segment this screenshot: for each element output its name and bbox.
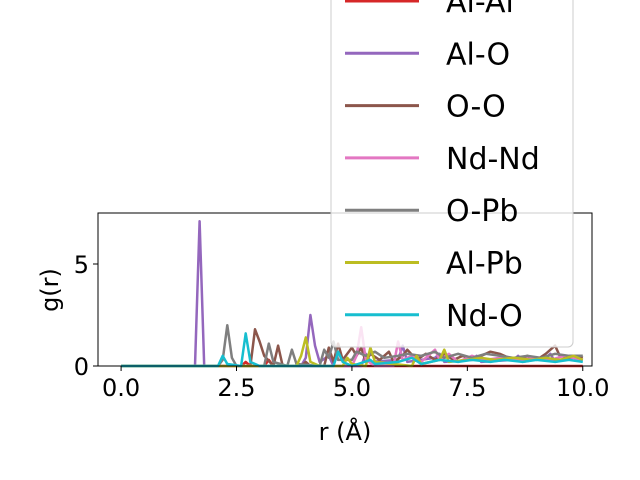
legend-label-nd-o: Nd-O xyxy=(446,299,523,334)
x-tick-label: 5.0 xyxy=(333,374,371,402)
x-axis: 0.0 2.5 5.0 7.5 10.0 xyxy=(102,366,609,402)
legend-label-al-pb: Al-Pb xyxy=(446,247,523,282)
legend-label-al-al: Al-Al xyxy=(446,0,514,20)
legend: Al-Al Al-O O-O Nd-Nd O-Pb Al-Pb Nd-O xyxy=(330,0,574,348)
y-tick-label: 5 xyxy=(74,251,89,279)
legend-box xyxy=(330,0,574,348)
legend-label-o-o: O-O xyxy=(446,90,506,125)
legend-label-o-pb: O-Pb xyxy=(446,194,518,229)
y-axis-label: g(r) xyxy=(36,268,64,312)
x-axis-label: r (Å) xyxy=(319,417,372,446)
y-tick-label: 0 xyxy=(74,353,89,381)
series-line-al-pb xyxy=(121,336,584,368)
y-axis: 05 xyxy=(74,251,98,381)
series-line-nd-o xyxy=(121,332,583,368)
x-tick-label: 2.5 xyxy=(217,374,255,402)
legend-label-al-o: Al-O xyxy=(446,37,510,72)
x-tick-label: 7.5 xyxy=(448,374,486,402)
legend-label-nd-nd: Nd-Nd xyxy=(446,142,540,177)
x-tick-label: 0.0 xyxy=(102,374,140,402)
x-tick-label: 10.0 xyxy=(556,374,609,402)
